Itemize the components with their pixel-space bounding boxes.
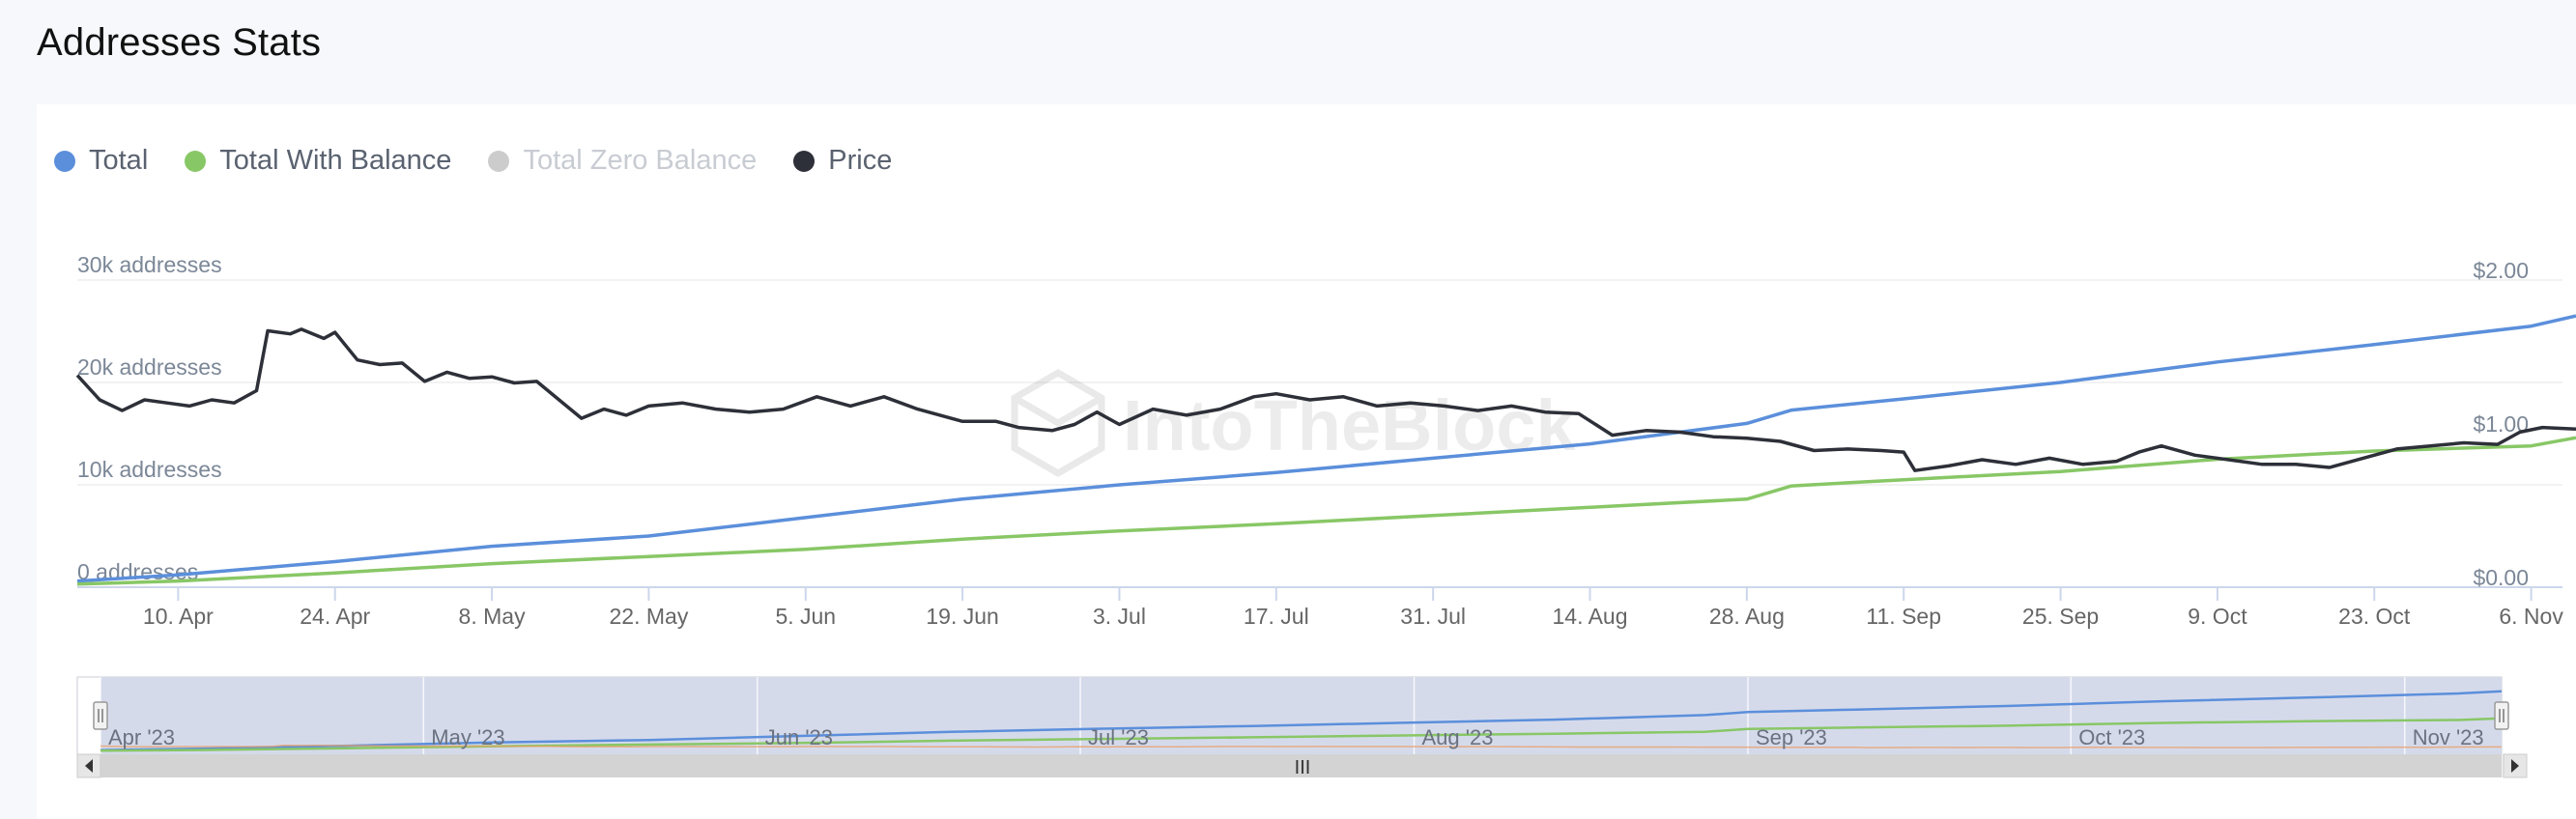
page-title: Addresses Stats <box>37 21 322 64</box>
legend-item-price[interactable]: Price <box>793 145 892 177</box>
y-left-tick-label: 30k addresses <box>77 252 222 277</box>
navigator-tick-label: Jun '23 <box>765 725 833 749</box>
watermark-logo-inner-icon <box>1013 394 1103 428</box>
navigator-tick-label: Apr '23 <box>108 725 175 749</box>
x-tick-label: 23. Oct <box>2338 604 2411 629</box>
scrollbar[interactable]: III <box>76 753 2528 778</box>
legend-dot-icon <box>488 150 510 172</box>
x-tick-label: 6. Nov <box>2499 604 2563 629</box>
watermark: IntoTheBlock <box>1011 368 1577 478</box>
x-tick-label: 24. Apr <box>300 604 370 629</box>
navigator-tick-label: Sep '23 <box>1756 725 1827 749</box>
watermark-logo-icon <box>1011 368 1105 478</box>
navigator-ticks: Apr '23 May '23 Jun '23 Jul '23 Aug '23 Sep '… <box>108 725 2484 749</box>
series-line-total[interactable] <box>76 314 2576 583</box>
y-left-tick-label: 20k addresses <box>77 354 222 380</box>
chevron-left-icon <box>85 759 93 773</box>
x-tick-label: 17. Jul <box>1244 604 1309 629</box>
x-tick-label: 22. May <box>610 604 689 629</box>
navigator-series-line <box>100 690 2503 751</box>
y-right-tick-label: $0.00 <box>2473 565 2529 590</box>
x-tick-label: 11. Sep <box>1866 604 1941 629</box>
navigator-left-handle[interactable] <box>93 701 108 730</box>
legend-label: Price <box>828 145 893 176</box>
legend-dot-icon <box>54 150 75 172</box>
scrollbar-grip-icon: III <box>1295 757 1311 778</box>
x-tick-label: 9. Oct <box>2188 604 2247 629</box>
navigator-series-line <box>100 745 2502 748</box>
x-tick-label: 31. Jul <box>1400 604 1466 629</box>
x-tick-label: 8. May <box>459 604 527 629</box>
x-tick-label: 5. Jun <box>775 604 836 629</box>
legend-item-total[interactable]: Total <box>54 145 148 177</box>
navigator-tick-label: Nov '23 <box>2413 725 2484 749</box>
x-tick-label: 25. Sep <box>2022 604 2099 629</box>
legend-item-total-zero-balance[interactable]: Total Zero Balance <box>488 145 757 177</box>
series-line-price[interactable] <box>75 327 2576 472</box>
x-tick-label: 10. Apr <box>143 604 214 629</box>
legend-item-total-with-balance[interactable]: Total With Balance <box>185 145 451 177</box>
chevron-right-icon <box>2511 759 2519 773</box>
legend-label: Total Zero Balance <box>523 145 758 176</box>
x-tick-label: 3. Jul <box>1093 604 1146 629</box>
navigator[interactable]: Apr '23 May '23 Jun '23 Jul '23 Aug '23 Sep '… <box>76 676 2509 755</box>
scrollbar-thumb[interactable] <box>100 754 2502 777</box>
legend-dot-icon <box>185 150 207 172</box>
x-tick-label: 28. Aug <box>1709 604 1785 629</box>
navigator-tick-label: Jul '23 <box>1088 725 1149 749</box>
navigator-tick-label: Aug '23 <box>1422 725 1494 749</box>
navigator-right-handle[interactable] <box>2494 701 2509 730</box>
legend-dot-icon <box>793 150 816 172</box>
y-right-tick-label: $2.00 <box>2473 258 2529 283</box>
x-tick-label: 14. Aug <box>1553 604 1628 629</box>
legend-label: Total <box>89 145 149 176</box>
navigator-tick-label: May '23 <box>431 725 504 749</box>
navigator-grid <box>100 677 2406 754</box>
x-axis: 10. Apr 24. Apr 8. May 22. May 5. Jun 19. Jun… <box>143 587 2563 629</box>
y-left-tick-label: 10k addresses <box>77 457 222 482</box>
x-tick-label: 19. Jun <box>926 604 998 629</box>
chart-legend: Total Total With Balance Total Zero Bala… <box>54 145 892 177</box>
series-layer <box>75 314 2576 586</box>
navigator-series <box>100 690 2503 752</box>
legend-label: Total With Balance <box>219 145 452 176</box>
navigator-tick-label: Oct '23 <box>2078 725 2145 749</box>
